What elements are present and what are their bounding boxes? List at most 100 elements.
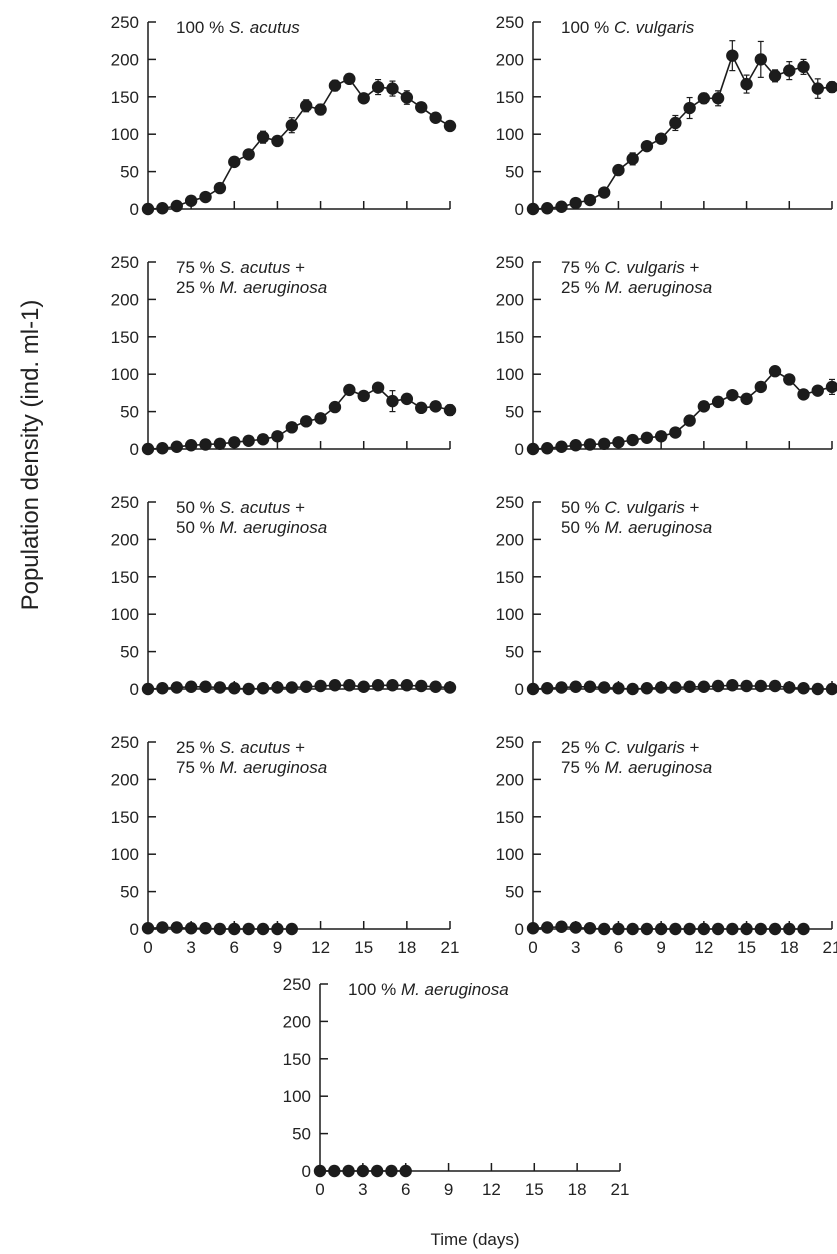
panel-label-percent: 75 % xyxy=(176,258,215,277)
y-tick-label: 250 xyxy=(111,493,139,512)
y-tick-label: 150 xyxy=(496,328,524,347)
x-tick-label: 0 xyxy=(143,938,152,957)
data-point xyxy=(783,373,796,386)
data-point xyxy=(328,79,342,92)
chart-panel-1: 0 50 100 150 200 250 100 % S. acutus xyxy=(111,13,457,219)
x-tick-label: 6 xyxy=(230,938,239,957)
data-point xyxy=(541,202,554,215)
panel-label-species: C. vulgaris xyxy=(604,258,685,277)
data-point xyxy=(797,388,810,401)
data-point xyxy=(242,922,255,936)
data-point xyxy=(141,682,155,696)
panel-label-percent: 75 % xyxy=(561,258,600,277)
series-line xyxy=(147,684,451,690)
data-point xyxy=(654,430,668,443)
y-tick-label: 100 xyxy=(111,605,139,624)
data-point xyxy=(697,92,711,105)
data-point xyxy=(526,682,540,696)
data-point xyxy=(583,922,597,935)
data-point xyxy=(199,922,212,935)
data-point xyxy=(811,682,824,696)
data-point xyxy=(199,438,212,451)
panel-label-suffix: + xyxy=(290,258,305,277)
data-point xyxy=(569,439,582,452)
data-point xyxy=(256,922,270,936)
y-tick-label: 150 xyxy=(496,568,524,587)
data-point xyxy=(314,103,327,116)
y-tick-label: 200 xyxy=(496,530,524,549)
panel-label-line: 50 % S. acutus + xyxy=(176,498,305,517)
panel-label-suffix: + xyxy=(685,738,700,757)
panel-label-line: 50 % C. vulgaris + xyxy=(561,498,700,517)
data-point xyxy=(228,682,241,695)
panel-label-species: M. aeruginosa xyxy=(219,278,327,297)
x-tick-label: 6 xyxy=(614,938,623,957)
y-tick-label: 150 xyxy=(111,328,139,347)
y-tick-label: 0 xyxy=(130,200,139,219)
panel-label-line: 25 % C. vulgaris + xyxy=(561,738,700,757)
y-tick-label: 0 xyxy=(130,680,139,699)
data-point xyxy=(569,680,582,693)
panel-label-species: M. aeruginosa xyxy=(401,980,509,999)
x-tick-label: 3 xyxy=(186,938,195,957)
data-point xyxy=(569,921,582,934)
data-point xyxy=(754,922,768,936)
panel-label-percent: 50 % xyxy=(176,518,215,537)
data-point xyxy=(683,922,696,936)
data-point xyxy=(726,388,739,402)
data-point xyxy=(612,922,625,936)
x-tick-label: 3 xyxy=(358,1180,367,1199)
x-tick-label: 21 xyxy=(611,1180,630,1199)
data-point xyxy=(754,679,768,693)
data-point xyxy=(429,400,442,413)
data-point xyxy=(526,202,540,216)
data-point xyxy=(242,434,255,447)
panel-label-species: S. acutus xyxy=(229,18,300,37)
data-point xyxy=(768,69,782,83)
data-point xyxy=(400,392,414,406)
data-point xyxy=(711,679,725,693)
y-tick-label: 50 xyxy=(505,163,524,182)
data-point xyxy=(825,682,837,696)
data-point xyxy=(415,401,428,415)
data-point xyxy=(526,442,540,456)
data-point xyxy=(184,439,198,452)
data-point xyxy=(415,679,428,693)
data-point xyxy=(400,91,414,104)
data-point xyxy=(141,442,155,456)
panel-label-line: 75 % M. aeruginosa xyxy=(561,758,712,777)
x-tick-label: 0 xyxy=(528,938,537,957)
data-point xyxy=(313,1164,327,1178)
panel-label-species: S. acutus xyxy=(219,498,290,517)
data-point xyxy=(141,202,155,216)
data-point xyxy=(213,681,227,694)
y-tick-label: 150 xyxy=(496,808,524,827)
data-point xyxy=(299,99,313,112)
y-tick-label: 50 xyxy=(120,643,139,662)
data-point xyxy=(299,415,313,428)
data-point xyxy=(626,152,639,166)
data-point xyxy=(555,200,568,213)
y-tick-label: 100 xyxy=(496,845,524,864)
data-point xyxy=(597,681,611,694)
chart-panel-2: 0 50 100 150 200 250 100 % C. vulgaris xyxy=(496,13,837,219)
y-tick-label: 250 xyxy=(111,253,139,272)
panel-label-suffix: + xyxy=(290,738,305,757)
x-tick-label: 21 xyxy=(441,938,460,957)
data-point xyxy=(399,1164,412,1178)
data-point xyxy=(726,49,739,62)
y-tick-label: 100 xyxy=(496,605,524,624)
data-point xyxy=(612,682,625,695)
data-point xyxy=(386,82,399,95)
data-point xyxy=(400,679,414,692)
y-tick-label: 50 xyxy=(505,403,524,422)
data-point xyxy=(328,679,342,692)
x-tick-label: 18 xyxy=(780,938,799,957)
data-point xyxy=(386,394,399,408)
panel-label-percent: 75 % xyxy=(176,758,215,777)
y-tick-label: 250 xyxy=(283,975,311,994)
x-tick-label: 12 xyxy=(694,938,713,957)
y-tick-label: 200 xyxy=(111,50,139,69)
panel-label-line: 25 % M. aeruginosa xyxy=(561,278,712,297)
data-point xyxy=(612,163,625,177)
